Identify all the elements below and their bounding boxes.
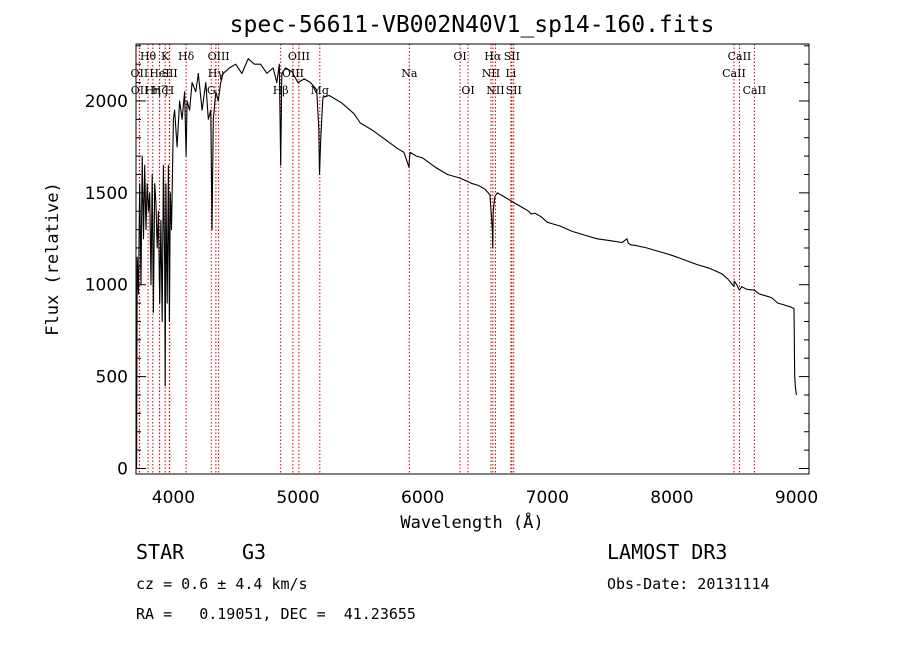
line-label: Hδ <box>178 50 195 63</box>
line-label: Hγ <box>208 67 225 80</box>
line-label: CaII <box>728 50 752 63</box>
line-label: K <box>161 50 170 63</box>
line-label: Hη <box>145 84 161 97</box>
line-label: CaII <box>743 84 767 97</box>
line-label: OII <box>131 67 149 80</box>
plot-frame <box>135 43 810 475</box>
line-label: OIII <box>208 50 230 63</box>
line-label: G <box>207 84 216 97</box>
line-label: OI <box>461 84 474 97</box>
line-label: CaII <box>722 67 746 80</box>
line-label: Hα <box>484 50 502 63</box>
line-label: Li <box>505 67 516 80</box>
x-tick-label: 6000 <box>401 488 444 508</box>
line-label: HeI <box>149 67 169 80</box>
x-tick-label: 5000 <box>276 488 319 508</box>
line-label: OI <box>453 50 466 63</box>
x-tick-label: 7000 <box>526 488 569 508</box>
x-axis-title: Wavelength (Å) <box>400 511 543 533</box>
chart-title: spec-56611-VB002N40V1_sp14-160.fits <box>230 12 715 38</box>
line-label: Hθ <box>140 50 157 63</box>
y-tick-label: 500 <box>96 368 128 388</box>
footer-info: STAR G3 cz = 0.6 ± 4.4 km/s RA = 0.19051… <box>136 540 770 623</box>
line-label: Mg <box>311 84 329 97</box>
line-label: Hζ <box>152 84 168 97</box>
spectrum-line <box>135 58 798 470</box>
spectral-line-markers <box>138 44 755 474</box>
y-tick-label: 1000 <box>85 276 128 296</box>
line-label: Na <box>401 67 418 80</box>
survey-name: LAMOST DR3 <box>607 540 727 564</box>
line-label: SII <box>506 84 522 97</box>
line-label: H <box>165 84 175 97</box>
y-tick-label: 1500 <box>85 184 128 204</box>
line-label: Hβ <box>273 84 289 97</box>
object-class: STAR <box>136 540 185 564</box>
redshift-cz: cz = 0.6 ± 4.4 km/s <box>136 575 308 593</box>
line-label: OIII <box>288 50 310 63</box>
line-label: SII <box>504 50 520 63</box>
line-label: NII <box>482 67 500 80</box>
line-label: NII <box>486 84 504 97</box>
line-label: OII <box>131 84 149 97</box>
line-label: SII <box>162 67 178 80</box>
y-tick-label: 2000 <box>85 92 128 112</box>
ra-dec: RA = 0.19051, DEC = 41.23655 <box>136 605 416 623</box>
y-axis-title: Flux (relative) <box>43 182 63 336</box>
y-tick-label: 0 <box>117 459 128 479</box>
object-subclass: G3 <box>242 540 266 564</box>
observation-date: Obs-Date: 20131114 <box>607 575 770 593</box>
y-axis: 0 500 1000 1500 2000 <box>85 45 809 479</box>
x-tick-label: 4000 <box>152 488 195 508</box>
x-tick-label: 8000 <box>650 488 693 508</box>
x-tick-label: 9000 <box>775 488 818 508</box>
x-axis: 4000 5000 6000 7000 8000 9000 <box>152 488 818 508</box>
